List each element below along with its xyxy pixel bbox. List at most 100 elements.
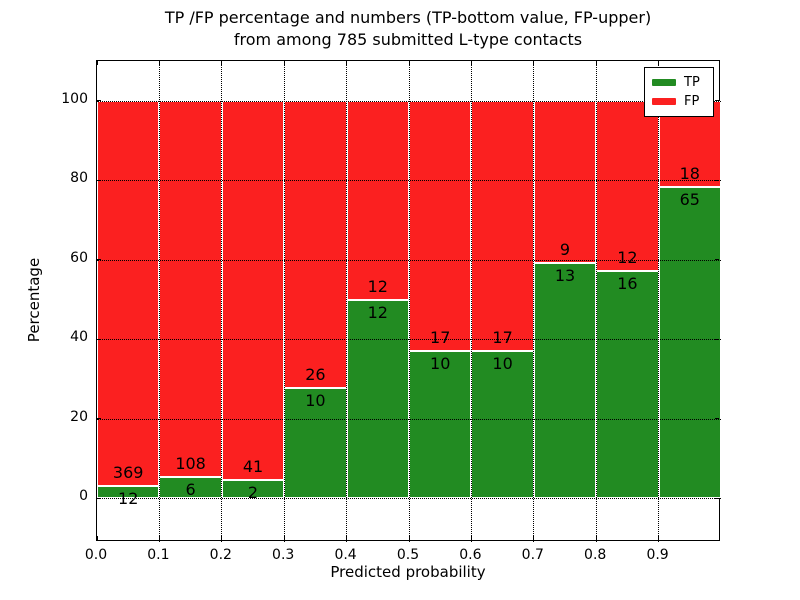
y-tick-mark — [97, 100, 101, 102]
vertical-gridline — [658, 61, 660, 542]
horizontal-gridline — [97, 339, 721, 341]
plot-area: 369 12 108 6 41 2 26 10 12 12 17 10 17 10 9 13 12 16 18 65 — [96, 60, 721, 542]
y-tick-label: 20 — [70, 408, 88, 425]
y-tick-mark — [97, 259, 101, 261]
fp-count-label: 18 — [679, 163, 700, 183]
tp-bar-segment — [221, 479, 285, 499]
fp-bar-segment — [596, 100, 659, 272]
fp-count-label: 9 — [559, 240, 571, 260]
x-tick-mark — [346, 61, 348, 65]
tp-count-label: 10 — [492, 354, 513, 374]
fp-count-label: 41 — [242, 456, 264, 476]
x-tick-label: 0.5 — [396, 547, 420, 563]
tp-count-label: 10 — [305, 390, 326, 410]
tp-count-label: 12 — [367, 302, 388, 322]
fp-count-label: 369 — [112, 462, 144, 482]
x-tick-mark — [470, 536, 472, 540]
x-tick-mark — [221, 61, 223, 65]
fp-bar-segment — [471, 100, 534, 352]
fp-bar-segment — [409, 100, 472, 352]
legend-label: FP — [684, 94, 700, 109]
legend-item: TP — [652, 73, 706, 92]
vertical-gridline — [158, 61, 160, 542]
fp-bar-segment — [97, 100, 160, 486]
y-tick-mark — [97, 338, 101, 340]
fp-count-label: 12 — [367, 276, 388, 296]
x-tick-label: 0.4 — [334, 547, 357, 563]
tp-bar-segment — [97, 485, 160, 499]
horizontal-gridline — [97, 259, 721, 261]
vertical-gridline — [408, 61, 410, 542]
vertical-gridline — [470, 61, 472, 542]
x-tick-mark — [158, 61, 160, 65]
y-tick-mark — [97, 179, 101, 181]
x-tick-mark — [408, 536, 410, 540]
y-tick-label: 80 — [70, 170, 88, 187]
x-tick-label: 0.6 — [459, 547, 482, 563]
x-tick-mark — [346, 536, 348, 540]
fp-bar-segment — [284, 100, 347, 388]
y-tick-mark — [715, 418, 719, 420]
x-tick-label: 0.0 — [84, 547, 108, 563]
vertical-gridline — [221, 61, 223, 542]
tp-bar-segment — [409, 351, 472, 499]
y-tick-mark — [97, 418, 101, 420]
x-tick-label: 0.3 — [272, 547, 295, 563]
x-tick-mark — [283, 61, 285, 65]
tp-count-label: 2 — [247, 482, 259, 502]
y-tick-mark — [715, 100, 719, 102]
chart-title: TP /FP percentage and numbers (TP-bottom… — [96, 7, 720, 51]
x-tick-label: 0.2 — [209, 547, 232, 563]
legend-label: TP — [684, 75, 700, 90]
chart-title-line2: from among 785 submitted L-type contacts — [233, 30, 583, 49]
x-tick-mark — [96, 536, 98, 540]
x-axis-label: Predicted probability — [330, 563, 486, 581]
x-tick-mark — [595, 536, 597, 540]
x-tick-mark — [283, 536, 285, 540]
tp-bar-segment — [159, 477, 222, 499]
tp-count-label: 12 — [118, 488, 139, 508]
x-tick-mark — [658, 61, 660, 65]
fp-count-label: 26 — [305, 364, 326, 384]
x-tick-mark — [533, 61, 535, 65]
y-tick-label: 100 — [61, 90, 88, 107]
fp-count-label: 17 — [492, 328, 513, 348]
x-tick-label: 0.7 — [521, 547, 544, 563]
legend-swatch-tp — [652, 79, 676, 86]
chart-title-line1: TP /FP percentage and numbers (TP-bottom… — [164, 8, 652, 27]
x-tick-mark — [96, 61, 98, 65]
legend-item: FP — [652, 92, 706, 111]
fp-count-label: 108 — [175, 454, 206, 474]
vertical-gridline — [283, 61, 285, 542]
y-tick-mark — [715, 179, 719, 181]
tp-count-label: 10 — [430, 354, 451, 374]
tp-count-label: 13 — [554, 266, 576, 286]
fp-bar-segment — [533, 100, 597, 264]
fp-bar-segment — [159, 100, 222, 478]
y-tick-mark — [97, 497, 101, 499]
tp-count-label: 6 — [185, 480, 196, 500]
legend: TP FP — [644, 67, 714, 117]
x-tick-label: 0.8 — [584, 547, 607, 563]
legend-swatch-fp — [652, 98, 676, 105]
y-tick-mark — [715, 497, 719, 499]
x-tick-mark — [158, 536, 160, 540]
vertical-gridline — [595, 61, 597, 542]
vertical-gridline — [346, 61, 348, 542]
tp-bar-segment — [533, 263, 597, 499]
horizontal-gridline — [97, 180, 721, 182]
tp-count-label: 65 — [679, 189, 700, 209]
fp-count-label: 17 — [430, 328, 451, 348]
y-tick-mark — [715, 338, 719, 340]
tp-bar-segment — [658, 186, 721, 499]
tp-bar-segment — [346, 299, 409, 499]
x-tick-mark — [658, 536, 660, 540]
fp-bar-segment — [221, 100, 285, 480]
tp-bar-segment — [596, 271, 659, 499]
horizontal-gridline — [97, 100, 721, 102]
fp-bar-segment — [346, 100, 409, 300]
x-tick-mark — [595, 61, 597, 65]
tp-count-label: 16 — [617, 274, 638, 294]
x-tick-mark — [221, 536, 223, 540]
